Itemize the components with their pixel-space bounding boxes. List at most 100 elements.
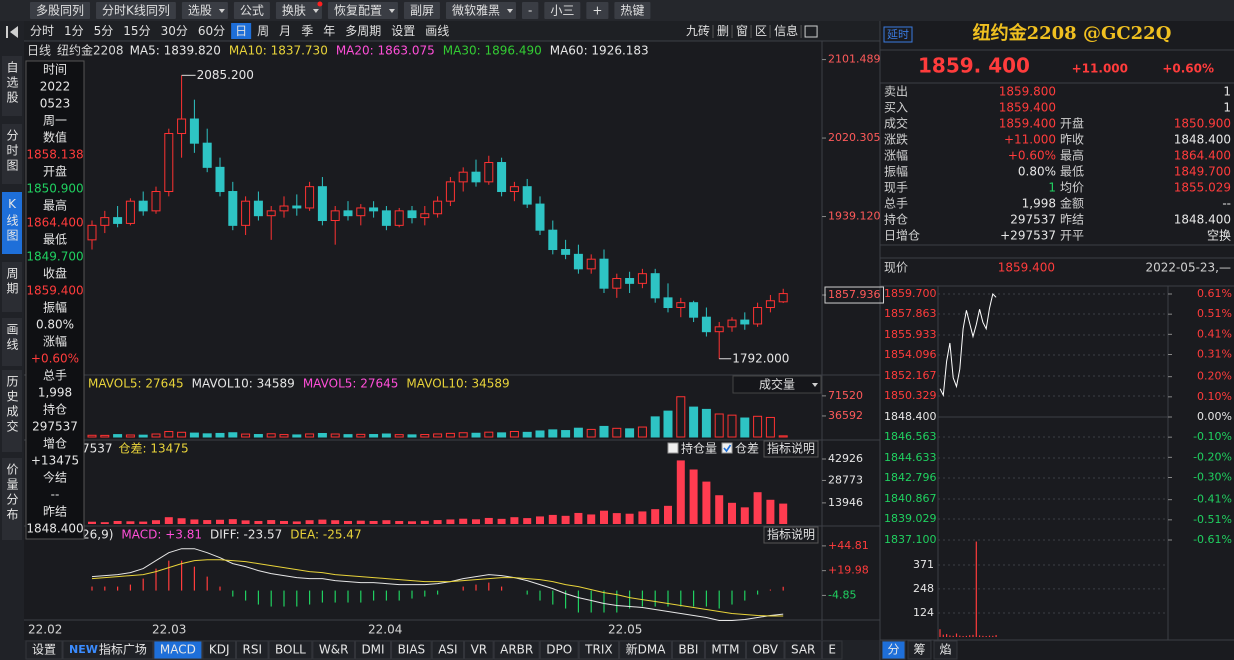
- indicator-tab[interactable]: [578, 640, 620, 660]
- side-tab-label: 画线: [5, 323, 19, 353]
- open-interest-bar: [267, 520, 276, 524]
- candle-body: [663, 297, 673, 309]
- candle-body: [394, 210, 404, 226]
- candle-body: [548, 229, 558, 251]
- volume-bar: [676, 396, 686, 438]
- ma-legend: MA20: 1863.075: [336, 44, 435, 58]
- indicator-tab[interactable]: [671, 640, 705, 660]
- checkbox[interactable]: [721, 442, 733, 454]
- view-tab[interactable]: [881, 640, 906, 660]
- indicator-selector[interactable]: [732, 375, 822, 394]
- candle-body: [676, 302, 686, 309]
- indicator-tab-label: W&R: [319, 643, 349, 657]
- side-tab[interactable]: [2, 318, 22, 366]
- indicator-tab[interactable]: [202, 640, 237, 660]
- indicator-tab[interactable]: [236, 640, 269, 660]
- indicator-tab[interactable]: [153, 640, 203, 660]
- toolbar-button[interactable]: [586, 2, 609, 19]
- help-button[interactable]: [763, 526, 819, 544]
- view-tab[interactable]: [933, 640, 958, 660]
- volume-bar: [138, 434, 148, 438]
- quote-label: 均价: [1060, 181, 1084, 195]
- volume-bar: [701, 408, 711, 438]
- indicator-tab[interactable]: [493, 640, 540, 660]
- toolbar-button[interactable]: [233, 2, 270, 19]
- indicator-tab[interactable]: [268, 640, 313, 660]
- collapse-icon[interactable]: [6, 26, 8, 38]
- chart-tool[interactable]: 区: [755, 24, 767, 38]
- side-tab[interactable]: [2, 458, 22, 540]
- chart-tool[interactable]: 九砖: [686, 23, 710, 38]
- quote-value: --: [1222, 197, 1231, 211]
- volume-bar: [612, 427, 622, 438]
- open-interest-bar: [113, 520, 122, 524]
- indicator-tab[interactable]: [431, 640, 465, 660]
- toolbar-button[interactable]: [275, 2, 322, 19]
- indicator-tab[interactable]: [62, 640, 154, 660]
- indicator-tab[interactable]: [464, 640, 494, 660]
- volume-bar: [317, 432, 327, 438]
- open-interest-bar: [587, 514, 596, 524]
- indicator-tab[interactable]: [354, 640, 392, 660]
- toolbar-button[interactable]: [403, 2, 440, 19]
- indicator-tab[interactable]: [821, 640, 843, 660]
- toolbar-button[interactable]: [614, 2, 651, 19]
- exit-icon[interactable]: [804, 25, 818, 38]
- checkbox-check: [723, 444, 732, 453]
- side-tab[interactable]: [2, 262, 22, 312]
- collapse-icon[interactable]: [10, 26, 18, 38]
- y-tick-label: -4.85: [828, 588, 856, 601]
- indicator-selector-label: 成交量: [759, 377, 795, 392]
- period-button[interactable]: [231, 23, 252, 39]
- candle-body: [177, 118, 187, 135]
- volume-bar: [689, 406, 699, 438]
- indicator-tab[interactable]: [704, 640, 746, 660]
- oi-legend: 7537: [82, 442, 113, 456]
- indicator-tab-label: MACD: [160, 643, 196, 657]
- side-tab[interactable]: [2, 370, 22, 452]
- indicator-tab[interactable]: [312, 640, 355, 660]
- quote-value: 1864.400: [1174, 149, 1231, 163]
- y-tick-label: 1837.100: [884, 533, 937, 546]
- indicator-tab[interactable]: [25, 640, 63, 660]
- candle-body: [356, 207, 366, 217]
- checkbox[interactable]: [667, 442, 679, 454]
- side-tab[interactable]: [2, 192, 22, 254]
- indicator-tab[interactable]: [784, 640, 822, 660]
- side-tab[interactable]: [2, 56, 22, 116]
- intraday-price: 1859.400: [998, 261, 1055, 275]
- toolbar-button[interactable]: [96, 2, 176, 19]
- indicator-tab[interactable]: [619, 640, 672, 660]
- period-label: 60分: [198, 24, 225, 38]
- side-tab-label: 分时图: [5, 129, 19, 174]
- quote-value: 1: [1048, 181, 1056, 195]
- open-interest-bar: [728, 502, 736, 524]
- indicator-tab[interactable]: [539, 640, 579, 660]
- toolbar-button[interactable]: [445, 2, 516, 19]
- x-tick-label: 22.03: [152, 623, 186, 637]
- y2-tick-label: 0.51%: [1197, 307, 1232, 320]
- view-tab-label: 筹: [913, 643, 925, 657]
- period-bar: [24, 21, 880, 41]
- y2-tick-label: 0.00%: [1197, 410, 1232, 423]
- open-interest-bar: [766, 499, 775, 524]
- indicator-tab-label: BIAS: [398, 643, 426, 657]
- indicator-tab[interactable]: [391, 640, 432, 660]
- side-tab[interactable]: [2, 124, 22, 184]
- chart-tool[interactable]: 窗: [736, 24, 748, 38]
- toolbar-button[interactable]: [544, 2, 581, 19]
- view-tab[interactable]: [907, 640, 932, 660]
- toolbar-button[interactable]: [181, 2, 228, 19]
- chart-tool[interactable]: 信息: [774, 23, 798, 38]
- toolbar-button[interactable]: [521, 2, 539, 19]
- y-tick-label: 1846.563: [884, 430, 937, 443]
- volume-bar: [625, 428, 635, 438]
- open-interest-bar: [318, 519, 327, 524]
- toolbar-button[interactable]: [30, 2, 91, 19]
- y2-tick-label: -0.41%: [1193, 493, 1232, 506]
- toolbar-button[interactable]: [327, 2, 398, 19]
- period-label: 月: [279, 24, 291, 38]
- help-button[interactable]: [763, 440, 819, 458]
- chart-tool[interactable]: 删: [717, 24, 729, 38]
- indicator-tab[interactable]: [745, 640, 785, 660]
